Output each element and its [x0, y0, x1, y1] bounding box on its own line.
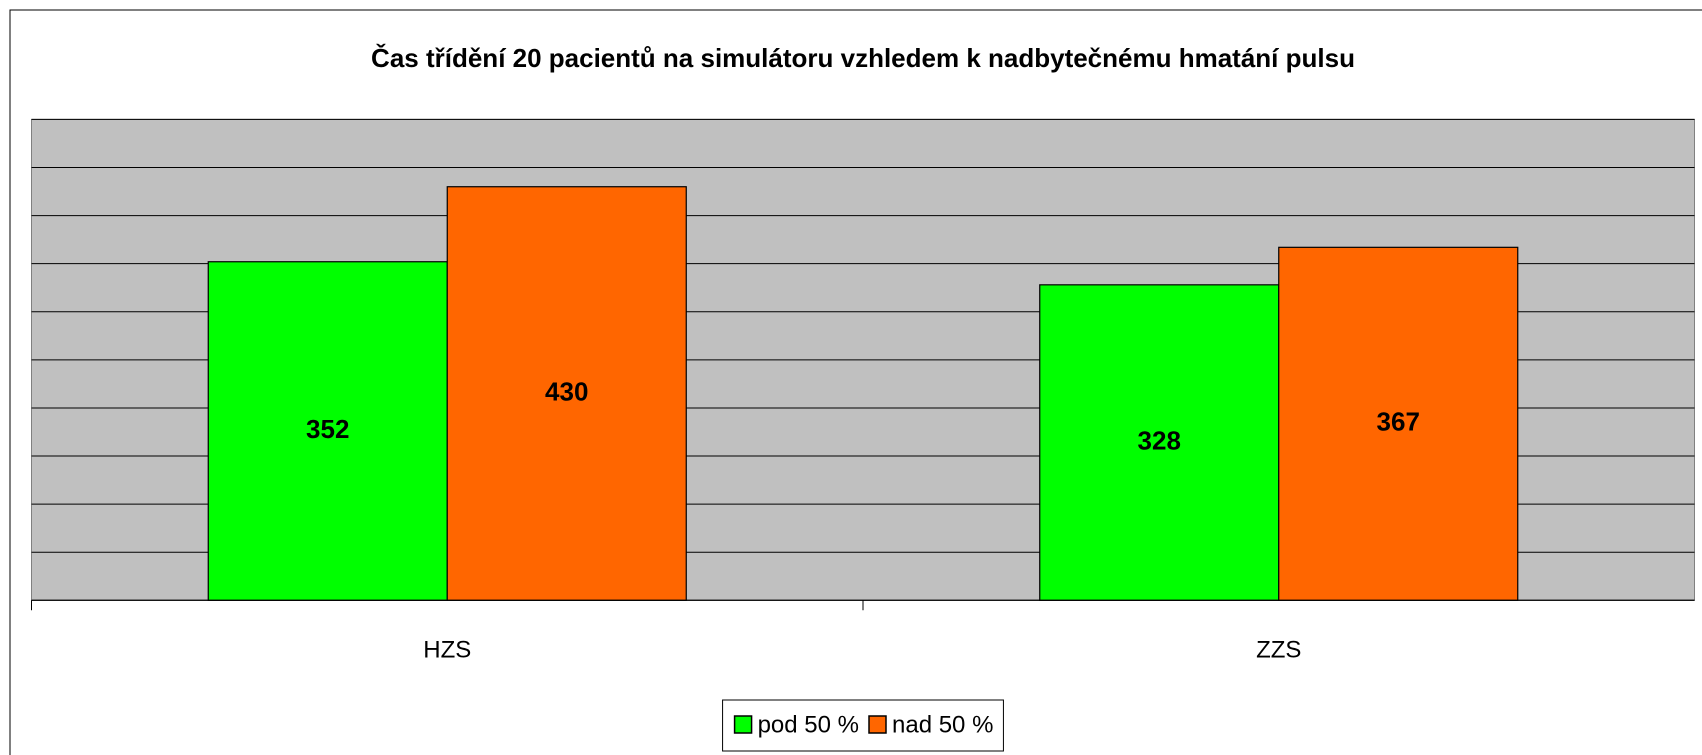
x-tick-label: ZZS — [1256, 636, 1301, 663]
x-tick-label: HZS — [423, 636, 471, 663]
chart-title: Čas třídění 20 pacientů na simulátoru vz… — [371, 43, 1355, 73]
data-label: 352 — [306, 414, 349, 444]
legend: pod 50 % nad 50 % — [722, 699, 1004, 752]
bar — [1278, 246, 1519, 601]
legend-marker — [868, 715, 887, 734]
bar — [446, 186, 687, 601]
data-label: 430 — [545, 376, 588, 406]
legend-marker — [733, 715, 753, 734]
legend-label: pod 50 % — [758, 711, 859, 738]
data-label: 367 — [1377, 407, 1420, 437]
legend-box — [722, 699, 1004, 752]
data-label: 328 — [1138, 425, 1181, 455]
legend-label: nad 50 % — [892, 711, 993, 738]
bar — [207, 261, 448, 601]
bar — [1039, 284, 1280, 601]
